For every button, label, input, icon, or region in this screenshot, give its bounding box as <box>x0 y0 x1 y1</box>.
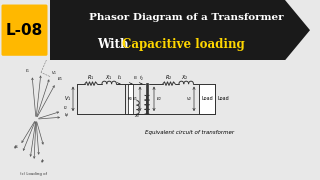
Text: Load: Load <box>201 96 213 101</box>
Text: $R_1$: $R_1$ <box>87 74 95 82</box>
Text: $X_0$: $X_0$ <box>134 112 140 120</box>
FancyBboxPatch shape <box>2 4 47 56</box>
Text: L-08: L-08 <box>6 23 43 38</box>
Text: $E_2$: $E_2$ <box>156 95 162 103</box>
Text: $R_2$: $R_2$ <box>165 74 172 82</box>
Text: $I_1$: $I_1$ <box>117 74 123 82</box>
Text: $E_1$: $E_1$ <box>57 76 63 83</box>
Text: Capacitive loading: Capacitive loading <box>122 38 245 51</box>
Bar <box>128 84 133 114</box>
Text: $\phi_1$: $\phi_1$ <box>13 143 19 150</box>
Text: $I_\phi$: $I_\phi$ <box>64 111 69 120</box>
Bar <box>199 84 215 114</box>
Text: With: With <box>97 38 132 51</box>
Text: $I_2$: $I_2$ <box>63 104 68 112</box>
Text: $I_2'$: $I_2'$ <box>139 75 143 83</box>
Text: $R_0$: $R_0$ <box>127 95 133 103</box>
Text: (c) Loading of: (c) Loading of <box>20 172 47 176</box>
Text: $I_1$: $I_1$ <box>25 68 30 75</box>
Text: Equivalent circuit of transformer: Equivalent circuit of transformer <box>145 130 235 135</box>
Text: $V_1$: $V_1$ <box>51 69 57 77</box>
Text: $V_1$: $V_1$ <box>64 94 71 103</box>
Text: $\phi$: $\phi$ <box>40 157 44 165</box>
Text: $V_2$: $V_2$ <box>186 95 192 103</box>
Text: $E_1$: $E_1$ <box>132 95 138 103</box>
Text: Load: Load <box>218 96 230 101</box>
Text: $X_1$: $X_1$ <box>105 74 113 82</box>
Text: $X_2$: $X_2$ <box>181 74 189 82</box>
Text: Phasor Diagram of a Transformer: Phasor Diagram of a Transformer <box>89 13 283 22</box>
Text: $I_0$: $I_0$ <box>132 75 137 82</box>
Polygon shape <box>50 0 310 60</box>
